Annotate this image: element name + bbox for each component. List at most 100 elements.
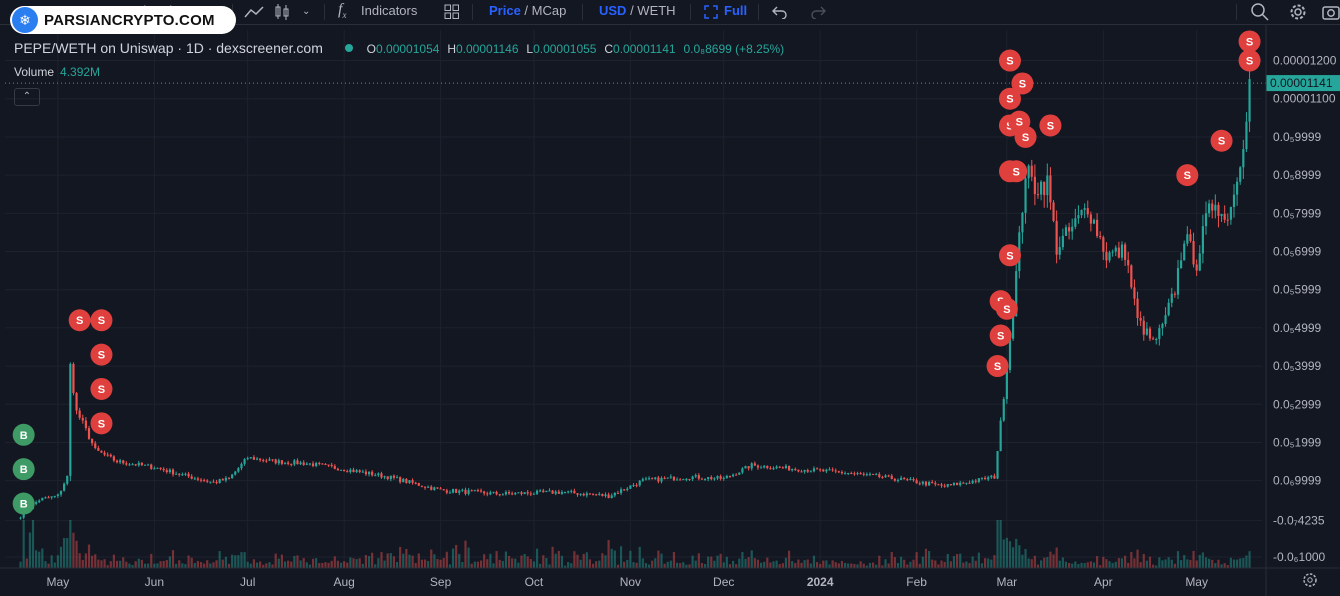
volume-bar (1176, 551, 1180, 568)
mcap-option[interactable]: MCap (531, 3, 567, 18)
candle-body (822, 469, 825, 472)
sell-marker[interactable]: S (998, 87, 1021, 110)
volume-bar (115, 560, 119, 568)
layout-grid-icon[interactable] (444, 4, 460, 20)
sell-marker[interactable]: S (986, 355, 1009, 378)
volume-bar (1120, 558, 1124, 568)
volume-bar (252, 559, 255, 568)
sell-marker[interactable]: S (1210, 129, 1233, 152)
candle-body (582, 493, 585, 496)
volume-bar (361, 563, 364, 568)
sell-marker[interactable]: S (1014, 125, 1037, 148)
fullscreen-button[interactable]: Full (724, 3, 748, 18)
sell-marker[interactable]: S (90, 412, 113, 435)
price-tick-label: 0.0₅2999 (1273, 397, 1322, 411)
candle-body (996, 450, 999, 479)
volume-bar (1080, 562, 1083, 568)
volume-bar (1189, 559, 1192, 568)
candle-body (1226, 219, 1229, 221)
candle-body (573, 490, 576, 494)
indicators-button[interactable]: Indicators (361, 3, 418, 18)
usd-option[interactable]: USD (599, 3, 627, 18)
sell-marker[interactable]: S (995, 297, 1018, 320)
sell-marker[interactable]: S (68, 309, 91, 332)
sell-marker[interactable]: S (1176, 164, 1199, 187)
volume-bar (523, 554, 526, 568)
volume-bar (125, 561, 128, 568)
camera-icon[interactable] (1322, 3, 1340, 21)
volume-bar (682, 562, 685, 568)
volume-bar (825, 560, 828, 568)
volume-bar (1099, 565, 1102, 568)
sell-marker[interactable]: S (90, 343, 113, 366)
marker-circle (1039, 114, 1062, 137)
marker-label: B (20, 430, 28, 442)
candle-body (374, 475, 377, 477)
candle-body (56, 494, 59, 496)
candle-body (651, 478, 654, 480)
sell-marker[interactable]: S (1005, 160, 1028, 183)
candle-body (532, 493, 536, 495)
fullscreen-icon[interactable] (704, 5, 718, 19)
candle-body (448, 492, 452, 494)
volume-bar (56, 555, 59, 568)
volume-bar (489, 553, 492, 568)
price-option[interactable]: Price (489, 3, 521, 18)
volume-bar (1117, 558, 1120, 568)
volume-bar (943, 561, 946, 568)
chevron-down-icon[interactable]: ⌄ (302, 6, 311, 17)
sell-marker[interactable]: S (1039, 114, 1062, 137)
volume-bar (834, 562, 837, 568)
candle-body (604, 494, 607, 497)
candle-body (35, 502, 38, 504)
buy-marker[interactable]: B (12, 458, 35, 481)
redo-icon[interactable] (810, 5, 826, 19)
volume-bar (271, 564, 274, 568)
candle-body (1142, 320, 1145, 335)
price-axis[interactable]: 0.00001200 0.00001100 0.0₅9999 0.0₅8999 0.0₅… (1265, 24, 1337, 596)
sell-marker[interactable]: S (90, 309, 113, 332)
sell-marker[interactable]: S (1238, 30, 1261, 53)
candle-body (69, 363, 72, 476)
buy-marker[interactable]: B (12, 492, 35, 515)
undo-icon[interactable] (772, 5, 788, 19)
price-tick-label: 0.00001200 (1273, 54, 1337, 68)
candle-body (1096, 219, 1099, 237)
function-icon[interactable]: fx (338, 1, 347, 21)
candle-body (853, 473, 856, 475)
sell-marker[interactable]: S (998, 244, 1021, 267)
status-dot-icon (344, 44, 353, 52)
volume-bar (651, 560, 654, 568)
candle-body (772, 468, 775, 470)
candle-body (570, 490, 573, 492)
sell-marker[interactable]: S (90, 377, 113, 400)
price-mcap-toggle[interactable]: Price / MCap (489, 3, 567, 18)
candle-body (787, 465, 791, 471)
sell-marker[interactable]: S (989, 324, 1012, 347)
candle-body (498, 494, 501, 496)
close-value: 0.00001141 (613, 42, 676, 56)
screenshot-search-icon[interactable] (1250, 2, 1270, 22)
time-axis[interactable]: May Jun Jul Aug Sep Oct Nov Dec 2024 Feb Mar Apr May (0, 567, 1340, 589)
volume-bar (371, 552, 374, 568)
candle-body (924, 481, 928, 486)
candle-body (507, 492, 511, 494)
buy-marker[interactable]: B (12, 423, 35, 446)
line-chart-icon[interactable] (244, 5, 264, 19)
volume-bar (604, 555, 607, 568)
candle-body (308, 463, 312, 465)
collapse-legend-button[interactable]: ⌃ (14, 88, 40, 106)
sell-marker[interactable]: S (998, 49, 1021, 72)
marker-circle (986, 355, 1009, 378)
candle-body (1239, 167, 1242, 182)
sell-marker[interactable]: S (1238, 49, 1261, 72)
sell-marker[interactable]: S (1011, 72, 1034, 95)
volume-bar (781, 563, 784, 568)
usd-weth-toggle[interactable]: USD / WETH (599, 3, 676, 18)
axis-settings-gear-icon[interactable] (1303, 573, 1317, 587)
candle-style-icon[interactable] (274, 3, 290, 21)
gear-icon[interactable] (1287, 1, 1309, 23)
volume-bar (728, 564, 732, 568)
weth-option[interactable]: WETH (637, 3, 676, 18)
